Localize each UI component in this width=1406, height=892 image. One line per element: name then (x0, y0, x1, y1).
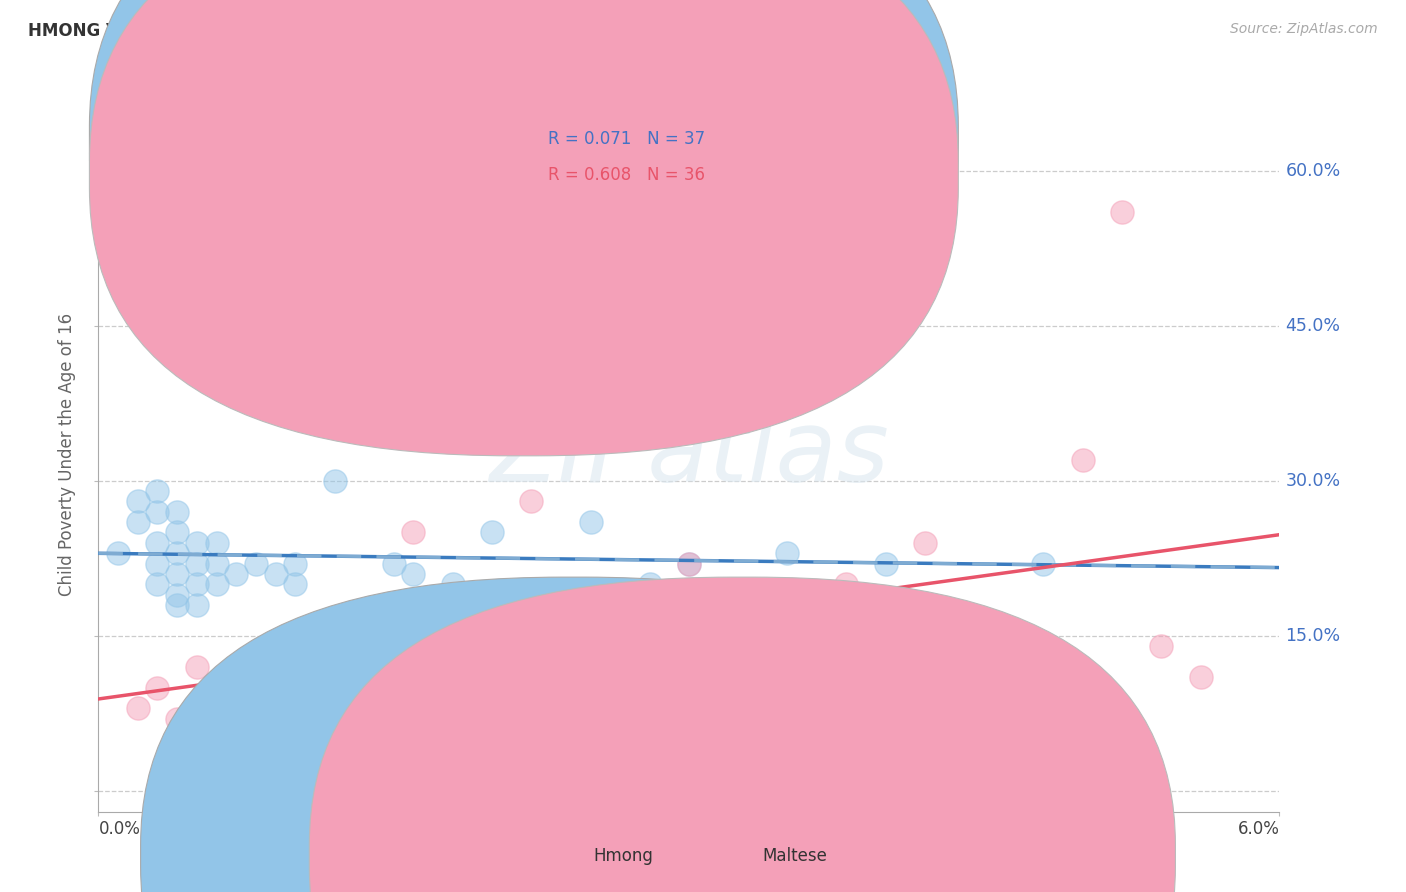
Point (205, 712, 228, 726)
Point (973, 670, 995, 684)
Point (186, 577, 208, 591)
Point (146, 577, 169, 591)
Point (914, 536, 936, 550)
Point (776, 546, 799, 560)
Point (579, 515, 602, 529)
Point (245, 660, 267, 674)
Point (1032, 660, 1054, 674)
Point (599, 649, 621, 664)
Point (323, 474, 346, 488)
Point (186, 660, 208, 674)
Point (146, 505, 169, 519)
Point (264, 670, 287, 684)
Point (166, 525, 188, 540)
Point (717, 670, 740, 684)
Point (205, 557, 228, 571)
Point (323, 649, 346, 664)
Point (1032, 557, 1054, 571)
Text: R = 0.608   N = 36: R = 0.608 N = 36 (548, 166, 704, 184)
Point (127, 494, 149, 508)
Text: Source: ZipAtlas.com: Source: ZipAtlas.com (1230, 22, 1378, 37)
Point (205, 577, 228, 591)
Point (225, 681, 247, 695)
Point (146, 484, 169, 499)
Point (107, 546, 129, 560)
Text: R = 0.071   N = 37: R = 0.071 N = 37 (548, 130, 704, 148)
Point (402, 566, 425, 581)
Point (481, 629, 503, 643)
Text: 45.0%: 45.0% (1285, 317, 1340, 334)
Point (1150, 639, 1173, 653)
Point (146, 681, 169, 695)
Point (166, 588, 188, 602)
Point (166, 505, 188, 519)
Text: HMONG VS MALTESE CHILD POVERTY UNDER THE AGE OF 16 CORRELATION CHART: HMONG VS MALTESE CHILD POVERTY UNDER THE… (28, 22, 796, 40)
Point (127, 701, 149, 715)
Point (166, 598, 188, 612)
Text: 0.0%: 0.0% (98, 820, 141, 838)
Text: ZIPatlas: ZIPatlas (489, 407, 889, 503)
Point (441, 577, 464, 591)
Point (225, 566, 247, 581)
Text: 15.0%: 15.0% (1285, 627, 1340, 645)
Text: 60.0%: 60.0% (1285, 161, 1340, 179)
Point (441, 618, 464, 632)
Point (678, 629, 700, 643)
Point (756, 660, 779, 674)
Point (284, 557, 307, 571)
Point (186, 598, 208, 612)
Point (205, 536, 228, 550)
Text: Maltese: Maltese (762, 847, 827, 865)
Point (422, 598, 444, 612)
Point (678, 557, 700, 571)
Point (678, 557, 700, 571)
Point (402, 525, 425, 540)
Y-axis label: Child Poverty Under the Age of 16: Child Poverty Under the Age of 16 (58, 313, 76, 597)
Point (520, 494, 543, 508)
Point (481, 525, 503, 540)
Point (166, 712, 188, 726)
Point (186, 536, 208, 550)
Text: 30.0%: 30.0% (1285, 472, 1340, 490)
Point (146, 557, 169, 571)
Point (264, 566, 287, 581)
Point (560, 639, 582, 653)
Point (638, 660, 661, 674)
Point (1071, 453, 1094, 467)
Point (304, 722, 326, 736)
Point (875, 649, 897, 664)
Point (186, 701, 208, 715)
Point (284, 639, 307, 653)
Text: Hmong: Hmong (593, 847, 654, 865)
Point (284, 577, 307, 591)
Point (638, 577, 661, 591)
Point (146, 536, 169, 550)
Point (245, 557, 267, 571)
Text: 6.0%: 6.0% (1237, 820, 1279, 838)
Point (796, 598, 818, 612)
Point (875, 557, 897, 571)
Point (343, 660, 366, 674)
Point (166, 546, 188, 560)
Point (835, 577, 858, 591)
Point (1189, 670, 1212, 684)
Point (186, 557, 208, 571)
Point (1111, 205, 1133, 219)
Point (127, 515, 149, 529)
Point (166, 566, 188, 581)
Point (363, 701, 385, 715)
Point (382, 557, 405, 571)
